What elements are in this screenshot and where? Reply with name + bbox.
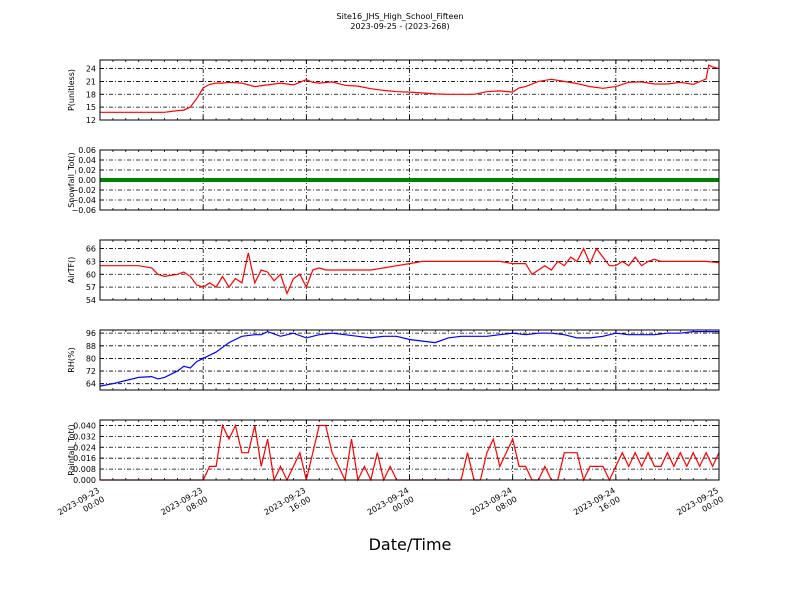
x-tick-label: 2023-09-2408:00: [469, 486, 519, 526]
y-tick-label: 12: [86, 116, 96, 125]
panel-3: 54 57 60 63 66 AirTF(): [67, 239, 720, 305]
y-tick-label: 0.02: [78, 166, 96, 175]
y-tick-label: 0.06: [78, 146, 96, 155]
axes-frame: [99, 239, 720, 301]
y-axis-label: Snowfall_Tot(): [67, 152, 76, 208]
y-tick-label: 66: [86, 245, 96, 254]
axes-frame: [99, 329, 720, 391]
y-tick-label: 0.040: [73, 421, 96, 430]
series-line-panel-1: [100, 64, 720, 113]
y-tick-label: 96: [86, 329, 96, 338]
y-tick-label: 18: [86, 90, 96, 99]
x-tick-labels: 2023-09-2300:00 2023-09-2308:00 2023-09-23…: [56, 486, 725, 526]
y-tick-label: 0.024: [73, 443, 96, 452]
y-tick-label: 57: [86, 283, 96, 292]
panel-5: 0.000 0.008 0.016 0.024 0.032 0.040Rainfall_T…: [67, 419, 720, 485]
x-tick-label: 2023-09-2316:00: [263, 486, 313, 526]
y-tick-label: 0.000: [73, 476, 96, 485]
y-tick-label: 0.00: [78, 176, 96, 185]
panel-1: 12 15 18 21 24 P(unitless): [67, 59, 720, 125]
y-axis-label: RH(%): [67, 347, 76, 372]
axes-frame: [99, 59, 720, 121]
y-tick-label: 21: [86, 77, 96, 86]
y-tick-label: −0.04: [71, 196, 96, 205]
y-tick-label: 64: [86, 380, 96, 389]
panel-2: −0.06−0.04−0.020.000.020.040.06Snowfall_…: [67, 146, 720, 215]
x-tick-label: 2023-09-2300:00: [56, 486, 106, 526]
y-axis-label: P(unitless): [67, 69, 76, 111]
figure-title-line1: Site16_JHS_High_School_Fifteen: [337, 12, 464, 21]
y-tick-label: 88: [86, 342, 96, 351]
series-line-panel-3: [100, 247, 720, 296]
x-tick-label: 2023-09-2500:00: [675, 486, 725, 526]
y-tick-label: 24: [86, 65, 96, 74]
y-tick-label: 0.008: [73, 465, 96, 474]
y-tick-label: 80: [86, 354, 96, 363]
y-tick-label: 72: [86, 367, 96, 376]
series-line-panel-4: [99, 330, 719, 387]
y-tick-label: 0.016: [73, 454, 96, 463]
x-tick-label: 2023-09-2400:00: [366, 486, 416, 526]
axes-frame: [99, 149, 720, 211]
y-tick-label: 54: [86, 296, 96, 305]
y-axis-label: Rainfall_Tot(): [67, 424, 76, 476]
y-axis-label: AirTF(): [67, 257, 76, 284]
y-tick-label: 63: [86, 257, 96, 266]
x-tick-label: 2023-09-2308:00: [159, 486, 209, 526]
y-tick-label: −0.02: [71, 186, 96, 195]
x-tick-label: 2023-09-2416:00: [572, 486, 622, 526]
y-tick-label: −0.06: [71, 206, 96, 215]
y-tick-label: 0.032: [73, 432, 96, 441]
y-tick-label: 15: [86, 103, 96, 112]
figure-title-line2: 2023-09-25 - (2023-268): [350, 22, 449, 31]
panels: 1215182124P(unitless)−0.06−0.04−0.020.00…: [67, 59, 720, 485]
y-tick-label: 60: [86, 270, 96, 279]
panel-4: 64 72 80 88 96 RH(%): [67, 329, 720, 391]
x-axis-label: Date/Time: [369, 535, 452, 554]
y-tick-label: 0.04: [78, 156, 96, 165]
axes-frame: [99, 419, 720, 481]
